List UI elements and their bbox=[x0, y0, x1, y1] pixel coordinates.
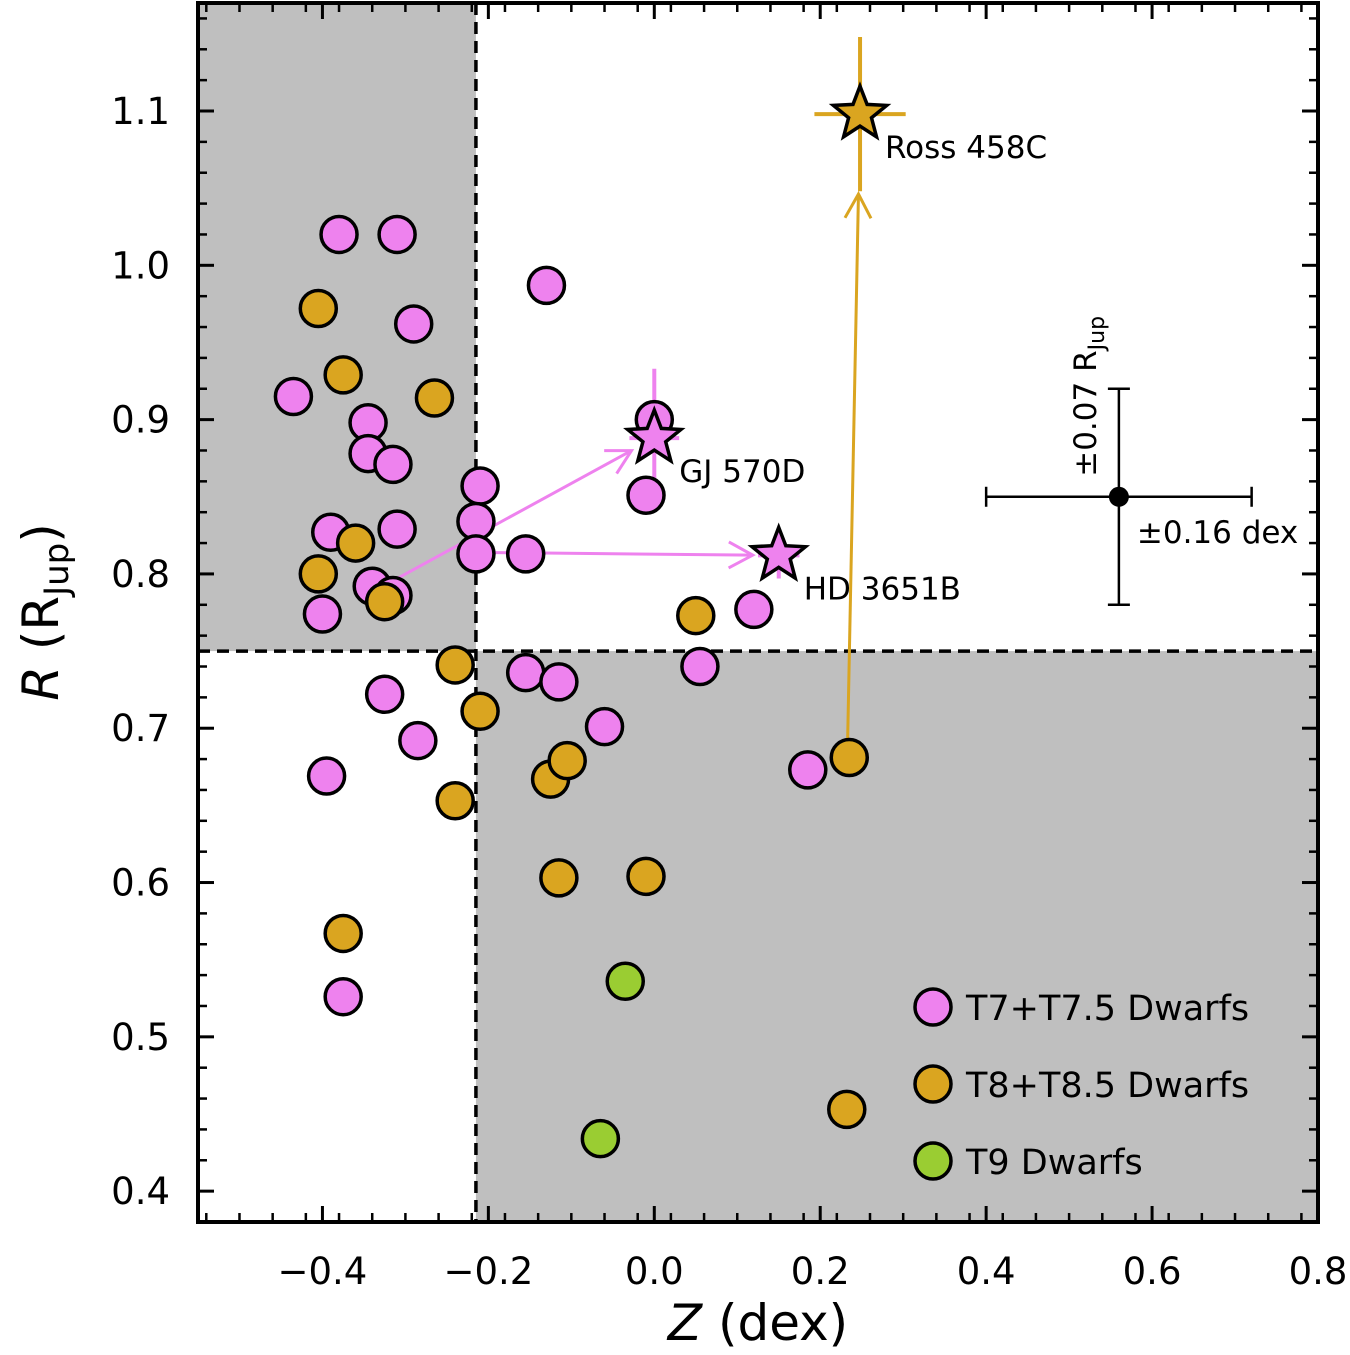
arrow-head bbox=[843, 190, 873, 220]
data-point bbox=[364, 674, 405, 715]
benchmark-star bbox=[747, 522, 811, 583]
y-tick-label: 0.7 bbox=[111, 707, 170, 750]
legend-item: T8+T8.5 Dwarfs bbox=[913, 1064, 1249, 1106]
legend-marker bbox=[913, 1064, 953, 1104]
data-point bbox=[539, 662, 579, 702]
benchmark-stars bbox=[623, 81, 892, 583]
arrow-head bbox=[604, 449, 635, 475]
data-point bbox=[526, 265, 567, 306]
data-point bbox=[373, 444, 413, 485]
x-tick-label: 0.0 bbox=[625, 1250, 684, 1293]
legend-label: T7+T7.5 Dwarfs bbox=[965, 989, 1249, 1029]
data-point bbox=[298, 554, 339, 594]
typical-y-error-label: ±0.07 RJup bbox=[1068, 316, 1110, 477]
data-point bbox=[398, 720, 438, 761]
data-point bbox=[323, 355, 363, 395]
legend: T7+T7.5 Dwarfs T8+T8.5 Dwarfs T9 Dwarfs bbox=[913, 987, 1249, 1183]
y-tick-label: 0.8 bbox=[111, 553, 170, 596]
data-point bbox=[323, 913, 363, 954]
y-tick-label: 0.9 bbox=[111, 399, 170, 442]
data-point bbox=[584, 706, 625, 747]
data-point bbox=[676, 595, 716, 636]
benchmark-label: GJ 570D bbox=[679, 454, 805, 490]
x-tick-label: 0.6 bbox=[1123, 1250, 1182, 1293]
data-point bbox=[302, 594, 343, 634]
data-point bbox=[547, 740, 587, 781]
typical-error-point bbox=[1108, 486, 1129, 507]
arrow-gj-570d bbox=[396, 449, 635, 580]
data-point bbox=[319, 214, 359, 255]
y-tick-label: 1.1 bbox=[111, 90, 170, 133]
data-point bbox=[788, 750, 828, 790]
data-point bbox=[323, 976, 363, 1017]
data-point bbox=[273, 376, 314, 417]
data-point bbox=[626, 856, 666, 897]
series-t8 bbox=[298, 288, 870, 1130]
data-point bbox=[456, 501, 496, 542]
data-point bbox=[335, 523, 376, 563]
benchmark-star bbox=[623, 405, 686, 465]
y-tick-label: 0.4 bbox=[111, 1170, 170, 1213]
data-point bbox=[460, 691, 500, 732]
data-point bbox=[605, 961, 646, 1002]
axis-ticks: −0.4 −0.2 0.0 0.2 0.4 0.6 0.8 0.4 0.5 0.6 0.7 0.8 0.… bbox=[111, 3, 1347, 1293]
data-point bbox=[505, 652, 546, 693]
plot-frame bbox=[196, 1, 1320, 1224]
data-point bbox=[626, 475, 666, 515]
legend-item: T9 Dwarfs bbox=[913, 1141, 1143, 1183]
arrow-ross-458c bbox=[843, 190, 873, 743]
shaded-regions bbox=[198, 3, 1318, 1222]
data-point bbox=[414, 378, 455, 418]
data-point bbox=[505, 534, 546, 574]
typical-x-error-label: ±0.16 dex bbox=[1137, 515, 1298, 551]
data-point bbox=[456, 534, 496, 574]
data-point bbox=[435, 781, 475, 821]
benchmark-star bbox=[828, 81, 892, 141]
x-axis-title: Z (dex) bbox=[666, 1294, 848, 1352]
shaded-region-lower-right bbox=[475, 651, 1318, 1222]
data-point bbox=[827, 1089, 867, 1130]
data-point bbox=[377, 509, 417, 549]
data-point bbox=[435, 645, 475, 685]
data-point bbox=[393, 304, 434, 344]
data-point bbox=[377, 214, 417, 255]
x-tick-label: −0.2 bbox=[443, 1250, 533, 1293]
series-t9 bbox=[580, 961, 646, 1159]
legend-label: T8+T8.5 Dwarfs bbox=[965, 1066, 1249, 1106]
data-point bbox=[539, 858, 579, 898]
data-point bbox=[364, 581, 405, 622]
y-tick-label: 0.6 bbox=[111, 862, 170, 905]
series-t7 bbox=[273, 214, 828, 1017]
benchmark-labels: GJ 570D HD 3651B Ross 458C bbox=[679, 130, 1047, 607]
benchmark-label: Ross 458C bbox=[885, 130, 1047, 166]
data-point bbox=[680, 646, 720, 687]
data-point bbox=[829, 737, 870, 778]
typical-error-bar: ±0.16 dex ±0.07 RJup bbox=[984, 316, 1298, 607]
data-point bbox=[460, 466, 500, 506]
legend-label: T9 Dwarfs bbox=[965, 1143, 1143, 1183]
data-point bbox=[580, 1118, 621, 1159]
shaded-region-upper-left bbox=[198, 3, 476, 652]
y-axis-title: R (RJup) bbox=[12, 523, 77, 701]
data-point bbox=[734, 589, 774, 630]
x-tick-label: 0.8 bbox=[1289, 1250, 1348, 1293]
data-points bbox=[273, 214, 870, 1159]
y-tick-label: 1.0 bbox=[111, 244, 170, 287]
y-tick-label: 0.5 bbox=[111, 1016, 170, 1059]
x-tick-label: 0.2 bbox=[791, 1250, 850, 1293]
legend-marker bbox=[913, 1141, 953, 1181]
x-tick-label: 0.4 bbox=[957, 1250, 1016, 1293]
data-point bbox=[306, 756, 347, 796]
data-point bbox=[298, 288, 339, 329]
legend-marker bbox=[913, 987, 953, 1027]
x-tick-label: −0.4 bbox=[278, 1250, 368, 1293]
benchmark-arrows bbox=[396, 190, 873, 743]
benchmark-label: HD 3651B bbox=[804, 571, 961, 607]
arrow-head bbox=[727, 540, 756, 570]
legend-item: T7+T7.5 Dwarfs bbox=[913, 987, 1249, 1029]
